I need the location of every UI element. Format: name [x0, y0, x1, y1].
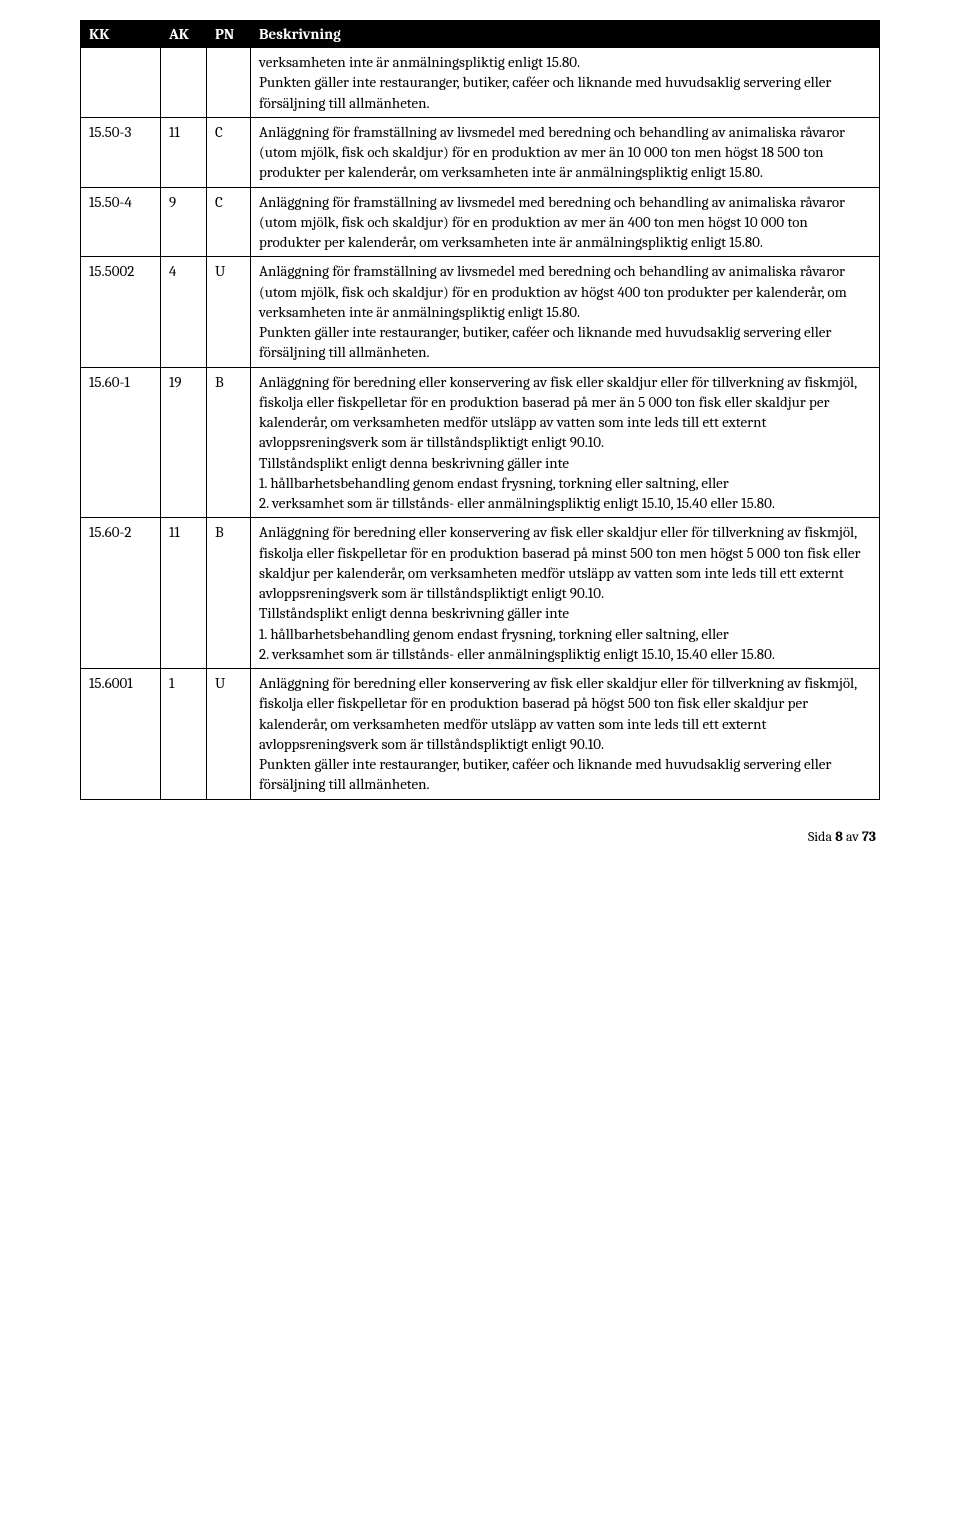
footer-middle: av [843, 828, 862, 845]
page-footer: Sida 8 av 73 [80, 828, 880, 845]
cell-kk: 15.5002 [81, 257, 161, 367]
cell-ak: 11 [161, 117, 207, 187]
cell-desc: verksamheten inte är anmälningspliktig e… [251, 48, 880, 118]
cell-kk [81, 48, 161, 118]
cell-kk: 15.6001 [81, 669, 161, 800]
table-row: 15.50-49CAnläggning för framställning av… [81, 187, 880, 257]
table-row: 15.60-211BAnläggning för beredning eller… [81, 518, 880, 669]
cell-pn: C [207, 117, 251, 187]
cell-ak: 19 [161, 367, 207, 518]
header-ak: AK [161, 21, 207, 48]
table-row: verksamheten inte är anmälningspliktig e… [81, 48, 880, 118]
cell-ak [161, 48, 207, 118]
page-container: KK AK PN Beskrivning verksamheten inte ä… [0, 0, 960, 885]
table-body: verksamheten inte är anmälningspliktig e… [81, 48, 880, 800]
cell-desc: Anläggning för beredning eller konserver… [251, 518, 880, 669]
document-table: KK AK PN Beskrivning verksamheten inte ä… [80, 20, 880, 800]
table-row: 15.60011UAnläggning för beredning eller … [81, 669, 880, 800]
cell-pn: B [207, 367, 251, 518]
table-header: KK AK PN Beskrivning [81, 21, 880, 48]
cell-desc: Anläggning för framställning av livsmede… [251, 257, 880, 367]
footer-total-pages: 73 [862, 828, 876, 845]
cell-ak: 9 [161, 187, 207, 257]
cell-kk: 15.60-2 [81, 518, 161, 669]
cell-desc: Anläggning för framställning av livsmede… [251, 187, 880, 257]
cell-desc: Anläggning för beredning eller konserver… [251, 367, 880, 518]
cell-desc: Anläggning för framställning av livsmede… [251, 117, 880, 187]
cell-desc: Anläggning för beredning eller konserver… [251, 669, 880, 800]
cell-pn [207, 48, 251, 118]
cell-ak: 1 [161, 669, 207, 800]
cell-kk: 15.60-1 [81, 367, 161, 518]
cell-pn: U [207, 257, 251, 367]
cell-pn: C [207, 187, 251, 257]
header-pn: PN [207, 21, 251, 48]
cell-kk: 15.50-4 [81, 187, 161, 257]
header-kk: KK [81, 21, 161, 48]
footer-prefix: Sida [808, 828, 835, 845]
table-row: 15.50-311CAnläggning för framställning a… [81, 117, 880, 187]
cell-pn: B [207, 518, 251, 669]
table-row: 15.50024UAnläggning för framställning av… [81, 257, 880, 367]
cell-ak: 4 [161, 257, 207, 367]
table-row: 15.60-119BAnläggning för beredning eller… [81, 367, 880, 518]
header-desc: Beskrivning [251, 21, 880, 48]
footer-page-number: 8 [835, 828, 843, 845]
cell-ak: 11 [161, 518, 207, 669]
cell-pn: U [207, 669, 251, 800]
cell-kk: 15.50-3 [81, 117, 161, 187]
